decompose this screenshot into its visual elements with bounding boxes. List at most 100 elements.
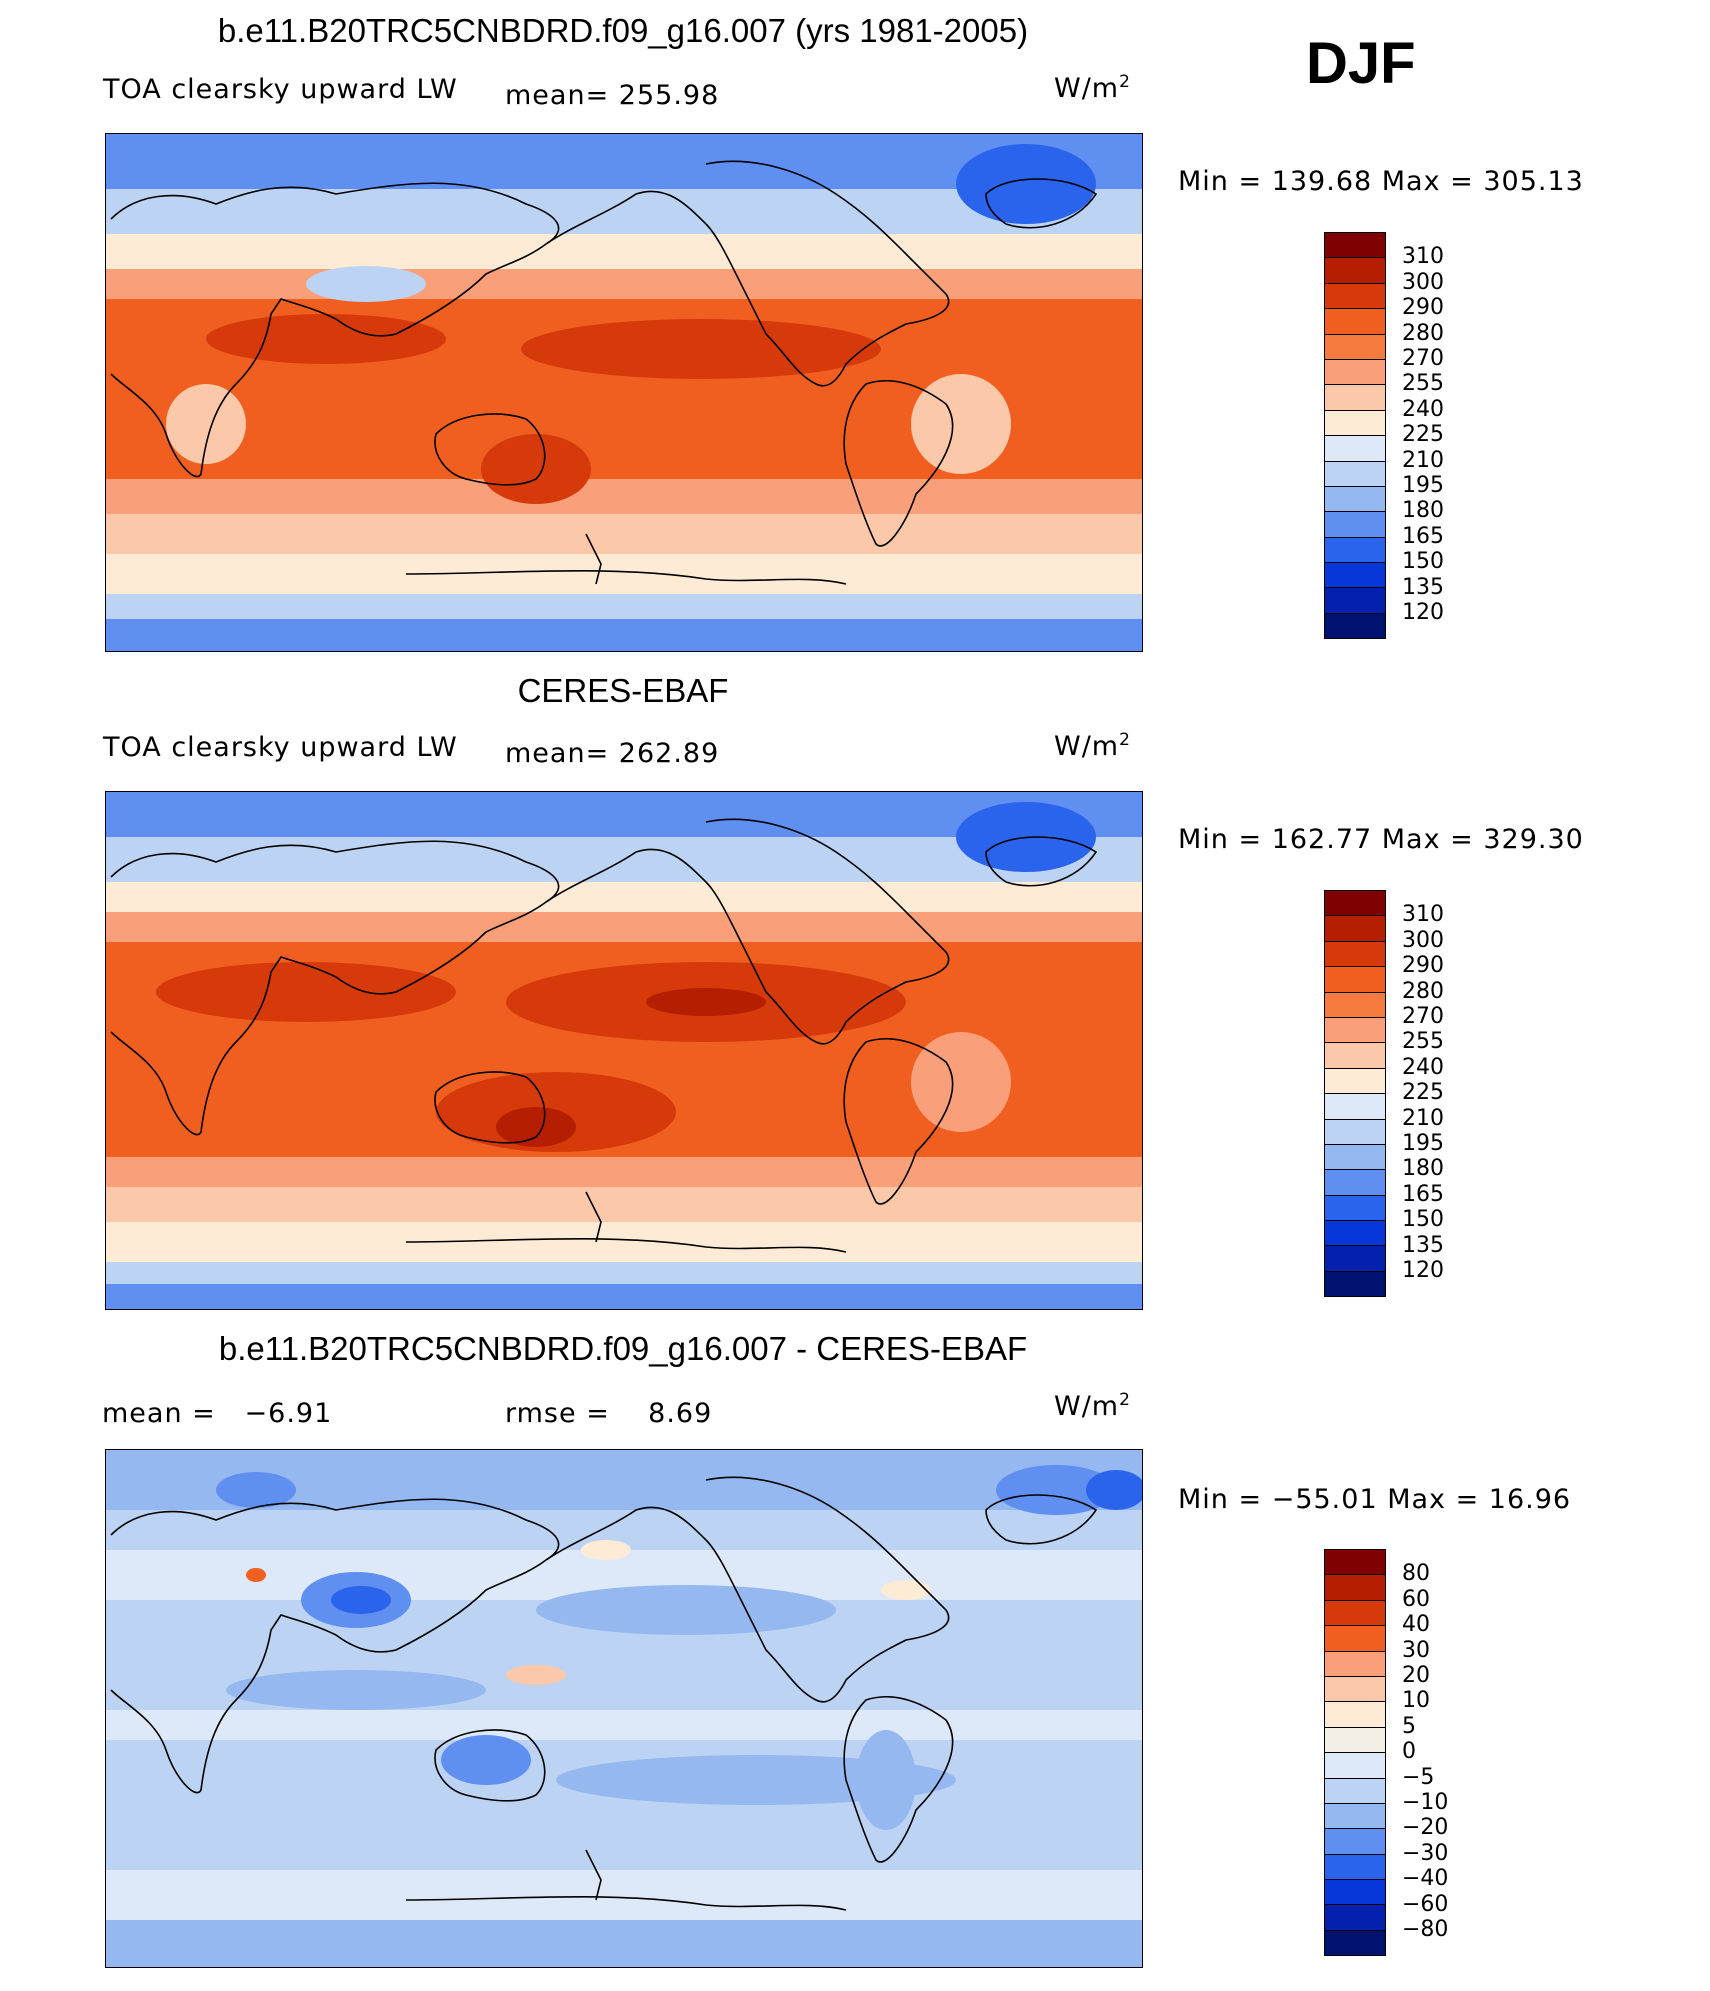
panel-1-variable-label: TOA clearsky upward LW bbox=[103, 74, 458, 105]
colorbar-segment bbox=[1325, 512, 1385, 538]
panel-2-units: W/m2 bbox=[1054, 730, 1131, 762]
colorbar-segment bbox=[1325, 1727, 1385, 1754]
colorbar-segment bbox=[1325, 1778, 1385, 1804]
panel-1-mean-value: 255.98 bbox=[618, 80, 720, 111]
colorbar-segment bbox=[1325, 1753, 1385, 1779]
colorbar-segment bbox=[1325, 1676, 1385, 1703]
colorbar-tick-label: 40 bbox=[1402, 1612, 1430, 1638]
panel-3-units: W/m2 bbox=[1054, 1390, 1131, 1422]
panel-3-rmse-label: rmse = 8.69 bbox=[505, 1398, 713, 1429]
colorbar-tick-label: −40 bbox=[1402, 1866, 1449, 1892]
panel-1-colorbar bbox=[1324, 232, 1386, 640]
colorbar-tick-label: −30 bbox=[1402, 1840, 1449, 1866]
colorbar-segment bbox=[1325, 916, 1385, 942]
colorbar-tick-label: 180 bbox=[1402, 1156, 1444, 1182]
colorbar-tick-label: −5 bbox=[1402, 1764, 1435, 1790]
colorbar-tick-label: 20 bbox=[1402, 1663, 1430, 1688]
panel-2-map-field bbox=[106, 792, 1142, 1309]
colorbar-segment bbox=[1325, 1017, 1385, 1044]
colorbar-segment bbox=[1325, 486, 1385, 513]
panel-2-mean-label: mean= 262.89 bbox=[505, 738, 720, 769]
colorbar-segment bbox=[1325, 1271, 1385, 1297]
colorbar-tick-label: 225 bbox=[1402, 1080, 1444, 1106]
colorbar-tick-label: 290 bbox=[1402, 295, 1444, 321]
colorbar-tick-label: 290 bbox=[1402, 953, 1444, 979]
colorbar-tick-label: 310 bbox=[1402, 902, 1444, 928]
colorbar-tick-label: 210 bbox=[1402, 447, 1444, 473]
colorbar-segment bbox=[1325, 1119, 1385, 1145]
colorbar-tick-label: −60 bbox=[1402, 1891, 1449, 1917]
season-label: DJF bbox=[1306, 31, 1416, 96]
colorbar-segment bbox=[1325, 1246, 1385, 1272]
colorbar-segment bbox=[1325, 1930, 1385, 1956]
colorbar-tick-label: 255 bbox=[1402, 1029, 1444, 1055]
colorbar-tick-label: 165 bbox=[1402, 1181, 1444, 1207]
colorbar-tick-label: 195 bbox=[1402, 1131, 1444, 1156]
colorbar-segment bbox=[1325, 1043, 1385, 1069]
panel-3-colorbar bbox=[1324, 1549, 1386, 1957]
colorbar-tick-label: 240 bbox=[1402, 1054, 1444, 1080]
panel-3-rmse-value: 8.69 bbox=[648, 1398, 713, 1429]
panel-3-title: b.e11.B20TRC5CNBDRD.f09_g16.007 - CERES-… bbox=[218, 1330, 1028, 1367]
colorbar-segment bbox=[1325, 941, 1385, 968]
colorbar-segment bbox=[1325, 613, 1385, 639]
colorbar-tick-label: 5 bbox=[1402, 1713, 1416, 1739]
colorbar-segment bbox=[1325, 258, 1385, 284]
panel-2-colorbar bbox=[1324, 890, 1386, 1298]
colorbar-tick-label: 240 bbox=[1402, 396, 1444, 422]
colorbar-segment bbox=[1325, 1144, 1385, 1171]
panel-3-minmax: Min = −55.01 Max = 16.96 bbox=[1178, 1484, 1572, 1515]
colorbar-segment bbox=[1325, 1829, 1385, 1855]
panel-1-map-field bbox=[106, 134, 1142, 651]
colorbar-tick-label: 300 bbox=[1402, 927, 1444, 953]
panel-2-mean-value: 262.89 bbox=[618, 738, 720, 769]
colorbar-tick-label: 195 bbox=[1402, 473, 1444, 498]
panel-1-minmax: Min = 139.68 Max = 305.13 bbox=[1178, 166, 1584, 197]
colorbar-segment bbox=[1325, 1702, 1385, 1728]
colorbar-segment bbox=[1325, 1170, 1385, 1196]
colorbar-segment bbox=[1325, 1854, 1385, 1881]
colorbar-tick-label: 255 bbox=[1402, 371, 1444, 397]
colorbar-segment bbox=[1325, 1803, 1385, 1830]
colorbar-tick-label: 270 bbox=[1402, 346, 1444, 371]
panel-3-mean-label: mean = −6.91 bbox=[102, 1398, 333, 1429]
colorbar-segment bbox=[1325, 461, 1385, 487]
panel-1-mean-label: mean= 255.98 bbox=[505, 80, 720, 111]
colorbar-segment bbox=[1325, 1068, 1385, 1095]
colorbar-segment bbox=[1325, 410, 1385, 437]
colorbar-tick-label: 60 bbox=[1402, 1586, 1430, 1612]
panel-3-map-field bbox=[106, 1450, 1142, 1967]
colorbar-segment bbox=[1325, 1880, 1385, 1906]
panel-2-minmax: Min = 162.77 Max = 329.30 bbox=[1178, 824, 1584, 855]
colorbar-tick-label: 180 bbox=[1402, 498, 1444, 524]
colorbar-tick-label: 300 bbox=[1402, 269, 1444, 295]
colorbar-tick-label: 135 bbox=[1402, 574, 1444, 600]
colorbar-tick-label: 80 bbox=[1402, 1561, 1430, 1587]
colorbar-tick-label: 10 bbox=[1402, 1688, 1430, 1714]
colorbar-segment bbox=[1325, 1600, 1385, 1627]
colorbar-segment bbox=[1325, 563, 1385, 589]
colorbar-segment bbox=[1325, 588, 1385, 614]
colorbar-tick-label: 280 bbox=[1402, 978, 1444, 1004]
colorbar-segment bbox=[1325, 1195, 1385, 1222]
colorbar-segment bbox=[1325, 1550, 1385, 1576]
colorbar-tick-label: 225 bbox=[1402, 422, 1444, 448]
colorbar-segment bbox=[1325, 334, 1385, 360]
colorbar-tick-label: 0 bbox=[1402, 1739, 1416, 1765]
colorbar-tick-label: 270 bbox=[1402, 1004, 1444, 1029]
colorbar-segment bbox=[1325, 891, 1385, 917]
colorbar-tick-label: 150 bbox=[1402, 1207, 1444, 1233]
colorbar-segment bbox=[1325, 1094, 1385, 1120]
panel-1-title: b.e11.B20TRC5CNBDRD.f09_g16.007 (yrs 198… bbox=[217, 12, 1029, 49]
colorbar-segment bbox=[1325, 233, 1385, 259]
colorbar-segment bbox=[1325, 436, 1385, 462]
colorbar-tick-label: −80 bbox=[1402, 1917, 1449, 1942]
colorbar-tick-label: −10 bbox=[1402, 1790, 1449, 1815]
colorbar-segment bbox=[1325, 1575, 1385, 1601]
colorbar-segment bbox=[1325, 537, 1385, 564]
colorbar-segment bbox=[1325, 283, 1385, 310]
colorbar-tick-label: 120 bbox=[1402, 600, 1444, 625]
colorbar-tick-label: 280 bbox=[1402, 320, 1444, 346]
panel-2-variable-label: TOA clearsky upward LW bbox=[103, 732, 458, 763]
colorbar-segment bbox=[1325, 1905, 1385, 1931]
